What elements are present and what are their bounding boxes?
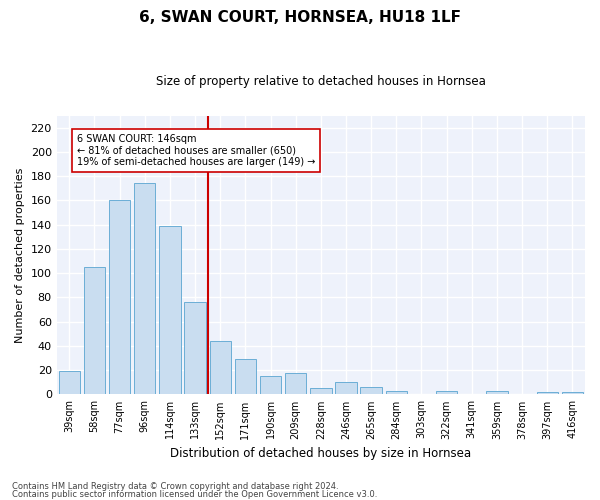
Title: Size of property relative to detached houses in Hornsea: Size of property relative to detached ho… xyxy=(156,75,486,88)
X-axis label: Distribution of detached houses by size in Hornsea: Distribution of detached houses by size … xyxy=(170,447,472,460)
Text: Contains public sector information licensed under the Open Government Licence v3: Contains public sector information licen… xyxy=(12,490,377,499)
Bar xyxy=(134,184,155,394)
Bar xyxy=(486,391,508,394)
Bar xyxy=(184,302,206,394)
Bar xyxy=(209,341,231,394)
Text: Contains HM Land Registry data © Crown copyright and database right 2024.: Contains HM Land Registry data © Crown c… xyxy=(12,482,338,491)
Bar xyxy=(562,392,583,394)
Bar xyxy=(436,391,457,394)
Text: 6 SWAN COURT: 146sqm
← 81% of detached houses are smaller (650)
19% of semi-deta: 6 SWAN COURT: 146sqm ← 81% of detached h… xyxy=(77,134,315,167)
Y-axis label: Number of detached properties: Number of detached properties xyxy=(15,168,25,342)
Bar xyxy=(59,372,80,394)
Bar xyxy=(361,387,382,394)
Bar xyxy=(109,200,130,394)
Bar xyxy=(335,382,356,394)
Text: 6, SWAN COURT, HORNSEA, HU18 1LF: 6, SWAN COURT, HORNSEA, HU18 1LF xyxy=(139,10,461,25)
Bar xyxy=(386,391,407,394)
Bar xyxy=(285,372,307,394)
Bar xyxy=(536,392,558,394)
Bar xyxy=(260,376,281,394)
Bar xyxy=(310,388,332,394)
Bar xyxy=(159,226,181,394)
Bar xyxy=(235,360,256,394)
Bar xyxy=(84,267,105,394)
